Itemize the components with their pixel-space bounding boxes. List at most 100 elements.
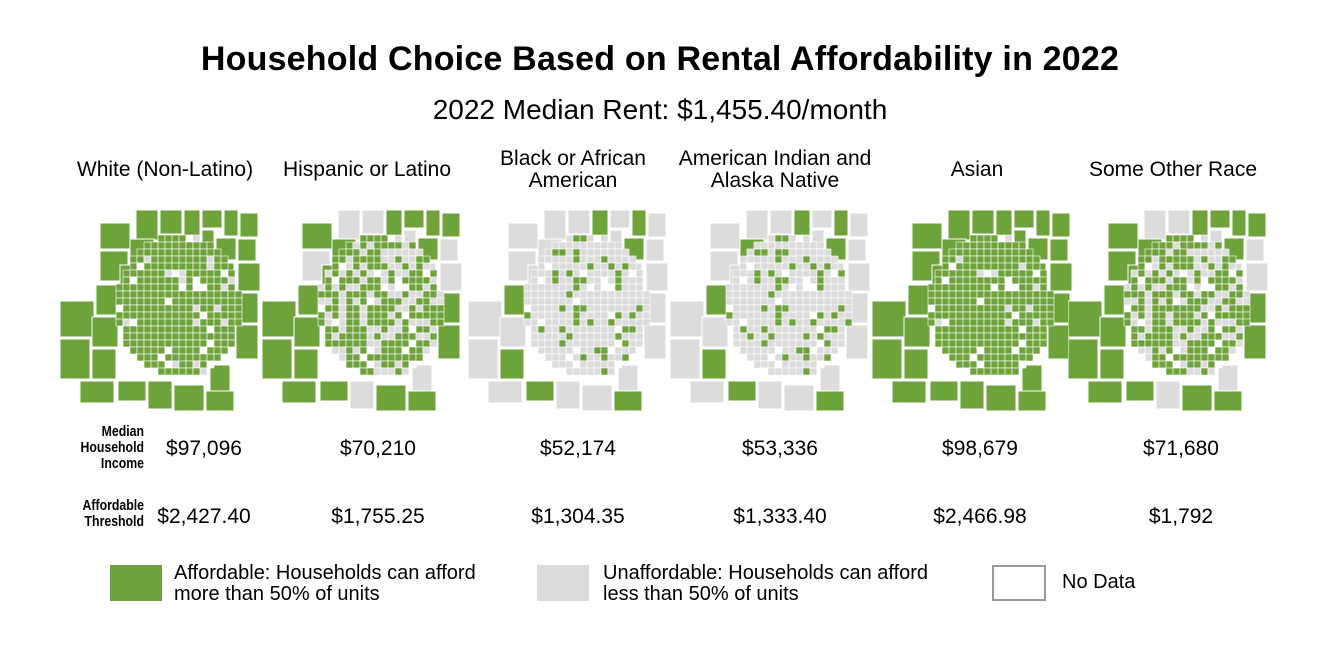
- urban-tract: [178, 234, 187, 243]
- urban-tract: [1123, 318, 1132, 327]
- urban-tract: [1011, 297, 1020, 306]
- urban-tract: [523, 304, 532, 313]
- urban-tract: [1046, 311, 1055, 320]
- urban-tract: [1039, 339, 1048, 348]
- urban-tract: [164, 283, 173, 292]
- urban-tract: [352, 346, 361, 355]
- urban-tract: [192, 325, 201, 334]
- threshold-hispanic: $1,755.25: [331, 505, 425, 528]
- urban-tract: [213, 332, 222, 341]
- urban-tract: [802, 234, 811, 243]
- urban-tract: [366, 262, 375, 271]
- urban-tract: [837, 318, 846, 327]
- rural-tract: [815, 390, 845, 412]
- urban-tract: [1046, 304, 1055, 313]
- rural-tract: [701, 316, 729, 348]
- urban-tract: [234, 318, 243, 327]
- urban-tract: [185, 367, 194, 376]
- urban-tract: [1179, 255, 1188, 264]
- urban-tract: [324, 276, 333, 285]
- urban-tract: [1214, 332, 1223, 341]
- urban-tract: [164, 304, 173, 313]
- urban-tract: [955, 332, 964, 341]
- urban-tract: [739, 318, 748, 327]
- rural-tract: [613, 390, 643, 412]
- urban-tract: [178, 367, 187, 376]
- urban-tract: [628, 290, 637, 299]
- urban-tract: [1186, 241, 1195, 250]
- urban-tract: [1018, 318, 1027, 327]
- urban-tract: [607, 325, 616, 334]
- urban-tract: [359, 325, 368, 334]
- urban-tract: [537, 339, 546, 348]
- urban-tract: [1186, 311, 1195, 320]
- urban-tract: [1151, 269, 1160, 278]
- urban-tract: [387, 241, 396, 250]
- urban-tract: [802, 262, 811, 271]
- urban-tract: [781, 325, 790, 334]
- urban-tract: [1200, 353, 1209, 362]
- urban-tract: [1130, 339, 1139, 348]
- urban-tract: [579, 325, 588, 334]
- urban-tract: [1193, 346, 1202, 355]
- urban-tract: [1158, 311, 1167, 320]
- urban-tract: [1186, 325, 1195, 334]
- urban-tract: [976, 339, 985, 348]
- rural-tract: [135, 209, 159, 241]
- urban-tract: [635, 283, 644, 292]
- rural-tract: [1247, 212, 1267, 238]
- rural-tract: [262, 338, 293, 380]
- urban-tract: [774, 339, 783, 348]
- urban-tract: [809, 353, 818, 362]
- urban-tract: [551, 276, 560, 285]
- urban-tract: [823, 332, 832, 341]
- urban-tract: [628, 318, 637, 327]
- urban-tract: [600, 325, 609, 334]
- rural-tract: [1107, 222, 1139, 250]
- urban-tract: [171, 360, 180, 369]
- urban-tract: [359, 297, 368, 306]
- urban-tract: [373, 297, 382, 306]
- urban-tract: [572, 269, 581, 278]
- urban-tract: [593, 269, 602, 278]
- urban-tract: [1214, 325, 1223, 334]
- urban-tract: [157, 318, 166, 327]
- urban-tract: [1165, 262, 1174, 271]
- urban-tract: [774, 311, 783, 320]
- urban-tract: [1165, 332, 1174, 341]
- urban-tract: [1179, 283, 1188, 292]
- urban-tract: [774, 234, 783, 243]
- urban-tract: [352, 367, 361, 376]
- urban-tract: [746, 248, 755, 257]
- urban-tract: [802, 269, 811, 278]
- urban-tract: [586, 290, 595, 299]
- urban-tract: [1193, 339, 1202, 348]
- legend-swatch-no-data: [992, 565, 1046, 601]
- urban-tract: [220, 297, 229, 306]
- urban-tract: [373, 325, 382, 334]
- urban-tract: [955, 353, 964, 362]
- urban-tract: [586, 276, 595, 285]
- urban-tract: [373, 255, 382, 264]
- urban-tract: [760, 311, 769, 320]
- urban-tract: [164, 360, 173, 369]
- urban-tract: [345, 318, 354, 327]
- urban-tract: [1186, 346, 1195, 355]
- urban-tract: [607, 276, 616, 285]
- urban-tract: [1039, 276, 1048, 285]
- urban-tract: [415, 283, 424, 292]
- urban-tract: [345, 311, 354, 320]
- urban-tract: [990, 269, 999, 278]
- urban-tract: [136, 262, 145, 271]
- urban-tract: [788, 248, 797, 257]
- urban-tract: [983, 248, 992, 257]
- urban-tract: [1151, 276, 1160, 285]
- urban-tract: [990, 248, 999, 257]
- urban-tract: [823, 339, 832, 348]
- urban-tract: [537, 304, 546, 313]
- urban-tract: [129, 276, 138, 285]
- urban-tract: [600, 318, 609, 327]
- urban-tract: [359, 241, 368, 250]
- urban-tract: [1158, 318, 1167, 327]
- urban-tract: [185, 255, 194, 264]
